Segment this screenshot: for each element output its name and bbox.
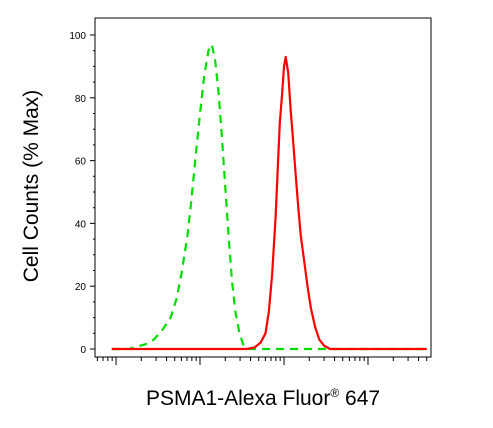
x-axis-label: PSMA1-Alexa Fluor® 647: [146, 386, 380, 410]
axes-layer: 0 20 40 60 80 100: [69, 17, 432, 365]
x-axis-label-registered-mark: ®: [330, 386, 339, 400]
series-line-1: [111, 43, 427, 351]
y-axis-label: Cell Counts (% Max): [20, 90, 43, 283]
y-tick-label: 60: [75, 157, 87, 168]
series-layer: [111, 43, 427, 351]
y-tick-label: 0: [80, 345, 86, 356]
y-tick-label: 20: [75, 282, 87, 293]
y-tick-label: 80: [75, 94, 87, 105]
x-axis-label-suffix: 647: [339, 387, 380, 410]
label-layer: Cell Counts (% Max) PSMA1-Alexa Fluor® 6…: [20, 90, 380, 410]
series-line-2: [111, 55, 427, 351]
x-axis-label-main: PSMA1-Alexa Fluor: [146, 387, 330, 410]
y-tick-label: 100: [69, 31, 86, 42]
y-tick-label: 40: [75, 219, 87, 230]
plot-frame: [94, 17, 432, 358]
